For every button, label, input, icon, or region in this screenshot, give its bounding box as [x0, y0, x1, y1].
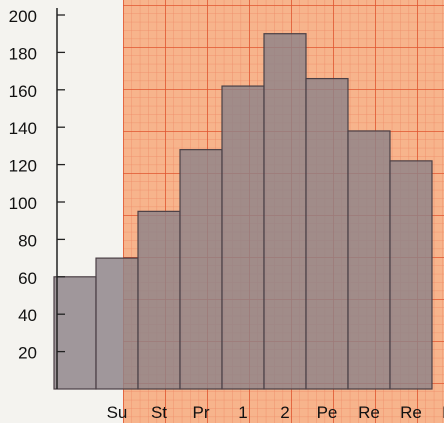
x-category-label-9: Re — [442, 403, 444, 422]
bar-4 — [221, 85, 265, 390]
bars-group — [53, 33, 433, 390]
y-axis: 20 40 60 80 100 120 140 160 180 200 — [9, 7, 65, 389]
y-tick-label-120: 120 — [9, 157, 37, 176]
x-category-label-6: Pe — [317, 403, 338, 422]
x-category-label-4: 1 — [238, 403, 247, 422]
x-category-label-7: Re — [358, 403, 380, 422]
bar-2 — [137, 210, 181, 390]
x-category-label-8: Re — [400, 403, 422, 422]
bar-6 — [305, 77, 349, 390]
bar-5 — [263, 33, 307, 390]
y-tick-label-40: 40 — [18, 306, 37, 325]
y-tick-label-160: 160 — [9, 82, 37, 101]
bar-1 — [95, 257, 139, 390]
x-category-label-2: St — [151, 403, 167, 422]
y-tick-label-100: 100 — [9, 194, 37, 213]
bar-7 — [347, 130, 391, 390]
bar-3 — [179, 149, 223, 390]
x-category-label-5: 2 — [280, 403, 289, 422]
x-axis-labels: Su St Pr 1 2 Pe Re Re Re — [107, 403, 444, 422]
y-tick-label-140: 140 — [9, 119, 37, 138]
bar-8 — [389, 160, 433, 390]
y-tick-label-60: 60 — [18, 269, 37, 288]
x-category-label-1: Su — [107, 403, 128, 422]
y-tick-label-180: 180 — [9, 44, 37, 63]
y-tick-label-80: 80 — [18, 231, 37, 250]
y-tick-label-200: 200 — [9, 7, 37, 26]
bar-0 — [53, 276, 97, 390]
y-tick-label-20: 20 — [18, 344, 37, 363]
x-category-label-3: Pr — [193, 403, 210, 422]
